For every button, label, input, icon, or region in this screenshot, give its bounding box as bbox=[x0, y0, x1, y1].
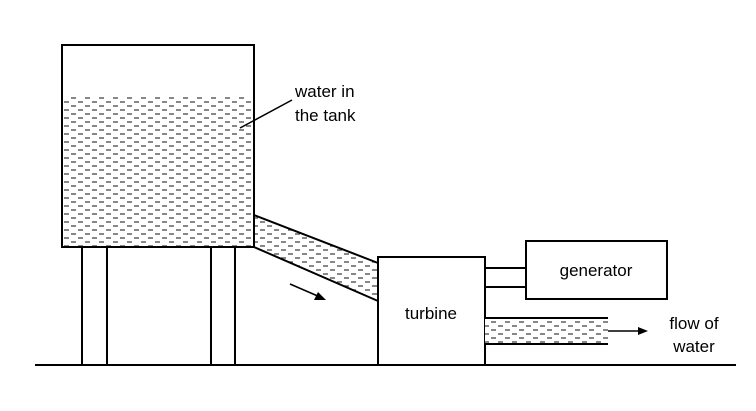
generator-box bbox=[525, 240, 668, 300]
flow-label-line2: water bbox=[672, 337, 715, 356]
pipe-bottom-edge bbox=[253, 246, 379, 302]
outflow-arrow bbox=[608, 327, 648, 335]
water-tank-label-line2: the tank bbox=[295, 106, 356, 125]
tank-label-leader bbox=[239, 99, 293, 129]
tank-water bbox=[62, 95, 254, 247]
water-tank bbox=[61, 44, 255, 248]
pipe-water bbox=[254, 215, 378, 301]
tank-leg-right bbox=[210, 246, 236, 366]
turbine-label: turbine bbox=[405, 304, 457, 323]
pipe-flow-arrow bbox=[289, 283, 326, 300]
water-tank-label-line1: water in bbox=[294, 82, 355, 101]
tank-leg-left bbox=[81, 246, 108, 366]
pipe-top-edge bbox=[253, 214, 379, 264]
turbine-box bbox=[377, 256, 486, 366]
generator-label: generator bbox=[560, 261, 633, 280]
flow-label-line1: flow of bbox=[669, 314, 718, 333]
outlet-water bbox=[485, 318, 608, 344]
